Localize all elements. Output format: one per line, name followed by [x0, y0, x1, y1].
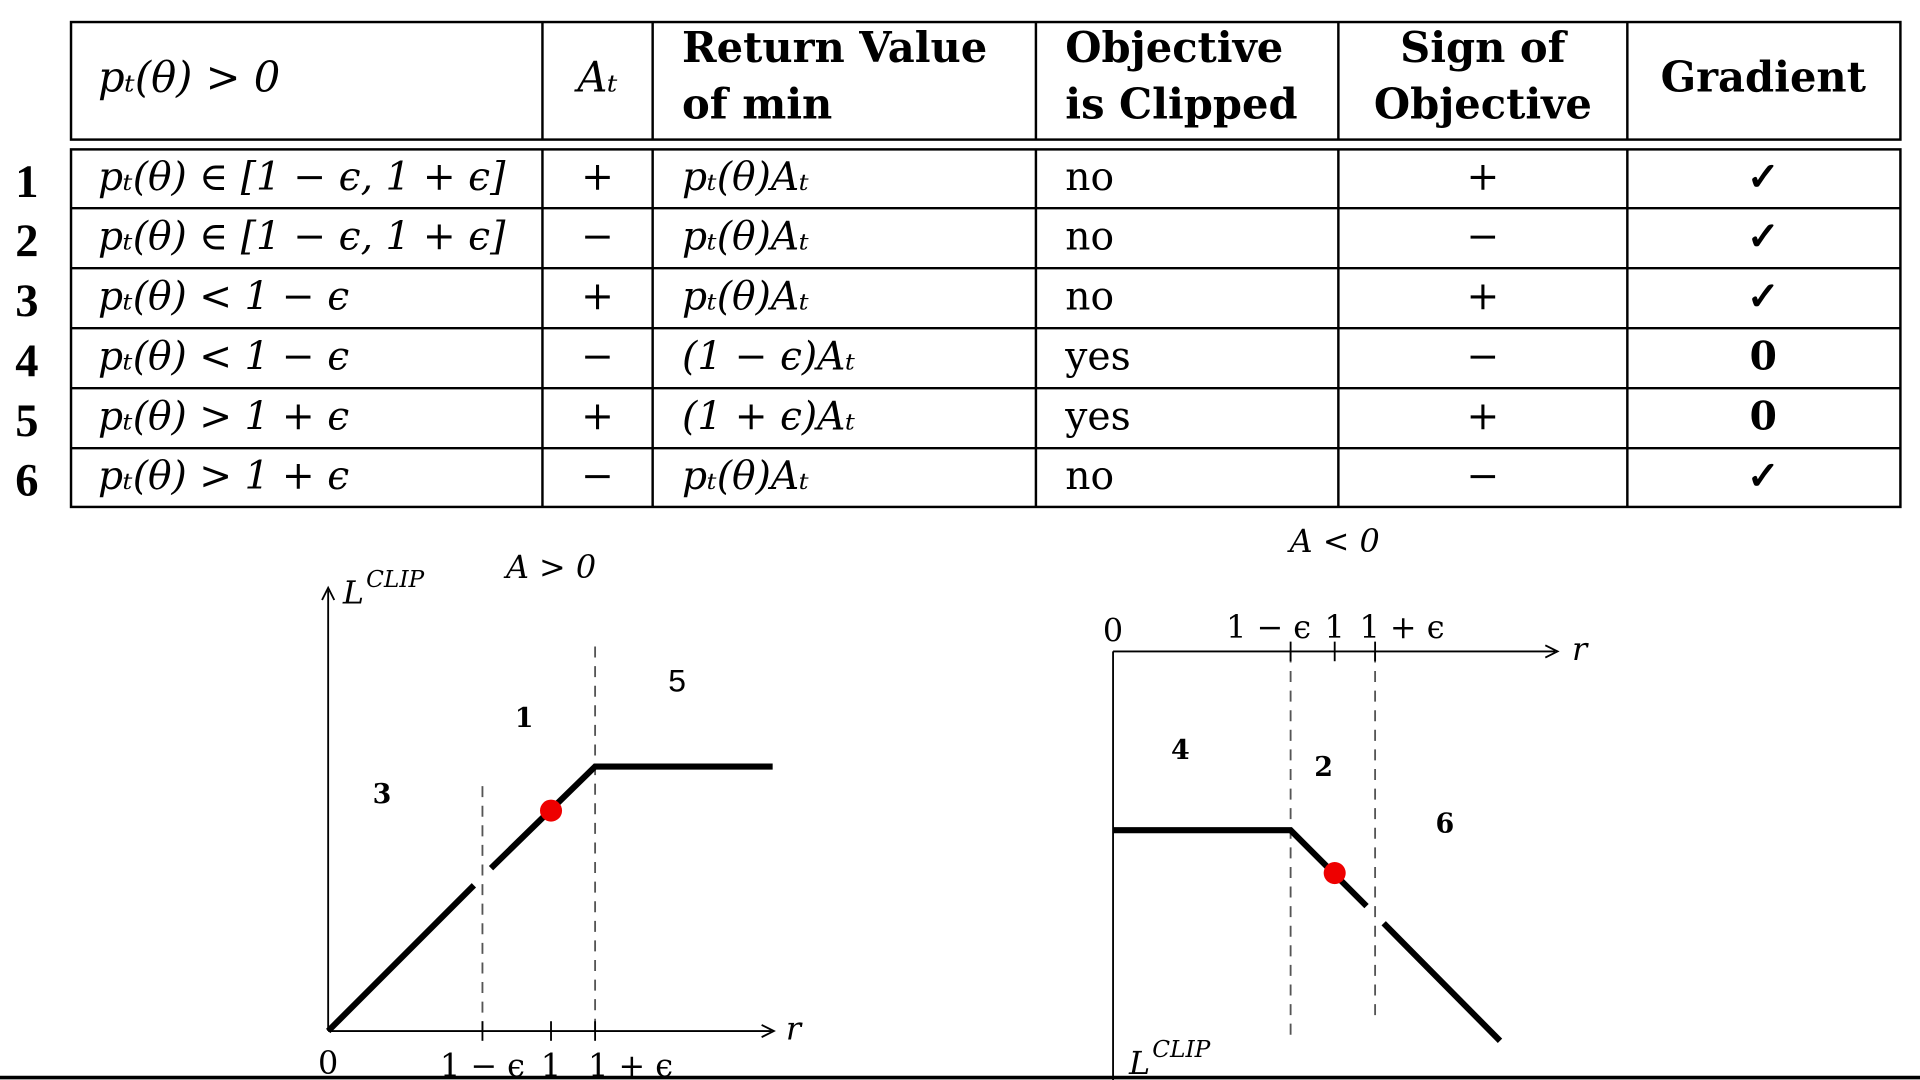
header-cell: Gradient — [1661, 52, 1867, 101]
table-cell: + — [581, 394, 614, 439]
header-cell: pₜ(θ) > 0 — [98, 52, 280, 101]
table-cell: 0 — [1750, 333, 1777, 379]
arrow — [321, 585, 336, 601]
header-cell: Aₜ — [573, 52, 617, 101]
header-cell: Return Value — [682, 23, 987, 72]
region-label: 4 — [1171, 735, 1190, 766]
objective-line — [1381, 921, 1503, 1043]
table-cell: − — [581, 454, 614, 499]
current-point — [540, 799, 563, 822]
plot-2-shapes — [1112, 641, 1560, 1080]
plot-1-shapes — [321, 585, 776, 1041]
table-cell: pₜ(θ) ∈ [1 − ϵ, 1 + ϵ] — [98, 155, 506, 200]
table-cell: pₜ(θ)Aₜ — [682, 155, 809, 200]
region-label: 6 — [1436, 808, 1455, 839]
row-number: 3 — [15, 276, 38, 327]
table-cell: pₜ(θ) > 1 + ϵ — [98, 454, 349, 499]
plot-title: A > 0 — [503, 548, 596, 586]
y-axis-label-sup: CLIP — [1152, 1036, 1210, 1063]
region-label: 5 — [668, 663, 686, 699]
table-cell: + — [581, 155, 614, 200]
plot-title: A < 0 — [1287, 522, 1380, 560]
table-cell: pₜ(θ) > 1 + ϵ — [98, 394, 349, 439]
arrow — [1544, 644, 1560, 659]
table-cell: yes — [1064, 334, 1130, 379]
header-cell: of min — [682, 79, 832, 128]
row-number: 4 — [15, 336, 38, 387]
origin-label: 0 — [318, 1044, 338, 1080]
header-cell: Sign of — [1400, 23, 1568, 72]
table-cell: no — [1065, 274, 1114, 319]
row-number: 6 — [15, 456, 38, 507]
table-cell: 0 — [1750, 393, 1777, 439]
row-number: 1 — [15, 157, 38, 208]
tick-label: 1 + ϵ — [1360, 608, 1445, 646]
table-cell: + — [581, 274, 614, 319]
header-cell: Objective — [1065, 23, 1283, 72]
tick-label: 1 + ϵ — [588, 1046, 673, 1080]
table-cell: (1 − ϵ)Aₜ — [682, 334, 855, 379]
table-cell: pₜ(θ)Aₜ — [682, 454, 809, 499]
table-cell: − — [1466, 454, 1499, 499]
origin-label: 0 — [1103, 612, 1123, 650]
objective-line — [488, 763, 773, 871]
table-cell: (1 + ϵ)Aₜ — [682, 394, 855, 439]
table-cell: no — [1065, 454, 1114, 499]
table-cell: yes — [1064, 394, 1130, 439]
arrow — [761, 1024, 776, 1038]
table-cell: pₜ(θ) < 1 − ϵ — [98, 334, 349, 379]
current-point — [1323, 862, 1346, 885]
region-label: 3 — [373, 779, 392, 810]
y-axis-label: L — [1128, 1044, 1150, 1080]
row-number: 5 — [15, 396, 38, 447]
x-axis-label: r — [1572, 630, 1589, 668]
row-number: 2 — [15, 216, 38, 267]
table-cell: − — [1466, 334, 1499, 379]
table-cell: + — [1466, 155, 1499, 200]
table-cell: no — [1065, 155, 1114, 200]
y-axis-label-sup: CLIP — [366, 566, 424, 593]
table-cell: pₜ(θ)Aₜ — [682, 274, 809, 319]
table-cell: − — [581, 334, 614, 379]
table-cell: ✓ — [1747, 154, 1780, 200]
tick-label: 1 — [1325, 608, 1345, 646]
tick-label: 1 − ϵ — [1226, 608, 1311, 646]
y-axis-label: L — [342, 574, 364, 612]
table-cell: ✓ — [1747, 213, 1780, 259]
table-cell: ✓ — [1747, 273, 1780, 319]
table-cell: no — [1065, 214, 1114, 259]
region-label: 1 — [515, 703, 534, 734]
table-cell: pₜ(θ)Aₜ — [682, 214, 809, 259]
table-cell: + — [1466, 274, 1499, 319]
table-cell: − — [581, 214, 614, 259]
table-cell: + — [1466, 394, 1499, 439]
table-cell: pₜ(θ) < 1 − ϵ — [98, 274, 349, 319]
header-cell: is Clipped — [1065, 79, 1297, 128]
header-cell: Objective — [1374, 79, 1592, 128]
table-cell: ✓ — [1747, 453, 1780, 499]
x-axis-label: r — [786, 1010, 803, 1048]
tick-label: 1 — [541, 1046, 561, 1080]
table-cell: − — [1466, 214, 1499, 259]
region-label: 2 — [1314, 752, 1333, 783]
objective-line — [325, 883, 477, 1034]
header-box — [69, 20, 1902, 141]
table-cell: pₜ(θ) ∈ [1 − ϵ, 1 + ϵ] — [98, 214, 506, 259]
tick-label: 1 − ϵ — [440, 1046, 525, 1080]
